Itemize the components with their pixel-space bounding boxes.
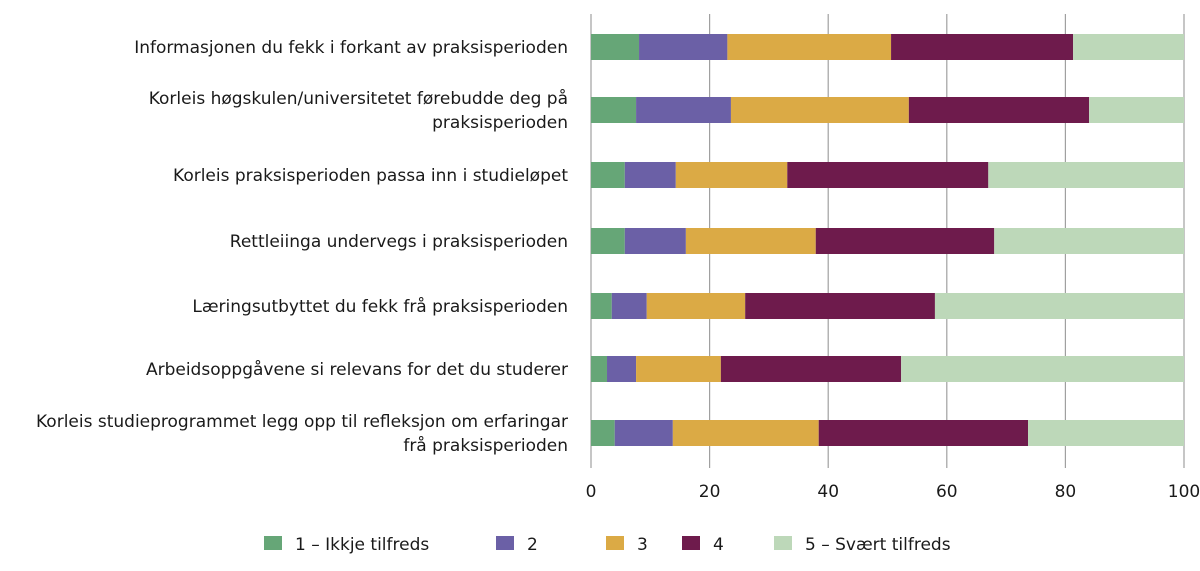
bar-segment bbox=[818, 420, 1029, 446]
legend-label: 4 bbox=[713, 535, 724, 555]
bar-segment bbox=[787, 162, 989, 188]
bar-segment bbox=[988, 162, 1184, 188]
legend-swatch bbox=[774, 536, 792, 550]
bar-segment bbox=[591, 162, 625, 188]
x-tick-label: 0 bbox=[586, 482, 597, 502]
bar-segment bbox=[730, 97, 909, 123]
legend-swatch bbox=[682, 536, 700, 550]
bar-segment bbox=[901, 356, 1184, 382]
bar-segment bbox=[636, 97, 731, 123]
legend-swatch bbox=[606, 536, 624, 550]
bar-segment bbox=[611, 293, 647, 319]
bar-segment bbox=[994, 228, 1184, 254]
bar-segment bbox=[685, 228, 816, 254]
bar-segment bbox=[934, 293, 1184, 319]
category-label: frå praksisperioden bbox=[403, 435, 568, 456]
legend-label: 5 – Svært tilfreds bbox=[805, 535, 951, 555]
legend-label: 1 – Ikkje tilfreds bbox=[295, 535, 429, 555]
x-tick-label: 40 bbox=[817, 482, 839, 502]
bar-segment bbox=[675, 162, 788, 188]
bar-segment bbox=[646, 293, 746, 319]
bar-segment bbox=[591, 97, 637, 123]
category-label: Korleis høgskulen/universitetet førebudd… bbox=[149, 88, 568, 109]
legend-label: 3 bbox=[637, 535, 648, 555]
bar-segment bbox=[624, 228, 686, 254]
bar-segment bbox=[1028, 420, 1184, 446]
bar-segment bbox=[591, 356, 608, 382]
category-label: Informasjonen du fekk i forkant av praks… bbox=[134, 38, 568, 58]
bar-segment bbox=[624, 162, 676, 188]
category-label: Arbeidsoppgåvene si relevans for det du … bbox=[146, 359, 568, 380]
x-tick-label: 80 bbox=[1055, 482, 1077, 502]
bar-segment bbox=[908, 97, 1090, 123]
category-label: Korleis studieprogrammet legg opp til re… bbox=[36, 412, 568, 432]
x-tick-label: 100 bbox=[1168, 482, 1200, 502]
legend-swatch bbox=[496, 536, 514, 550]
bar-segment bbox=[636, 356, 721, 382]
bar-segment bbox=[891, 34, 1074, 60]
bar-segment bbox=[639, 34, 728, 60]
legend-swatch bbox=[264, 536, 282, 550]
bar-segment bbox=[607, 356, 637, 382]
bar-segment bbox=[815, 228, 995, 254]
bar-segment bbox=[591, 228, 625, 254]
bar-segment bbox=[720, 356, 902, 382]
bar-segment bbox=[614, 420, 673, 446]
legend-label: 2 bbox=[527, 535, 538, 555]
category-label: praksisperioden bbox=[432, 113, 568, 133]
bar-segment bbox=[745, 293, 935, 319]
category-label: Rettleiinga undervegs i praksisperioden bbox=[230, 232, 568, 252]
bar-segment bbox=[727, 34, 892, 60]
bar-segment bbox=[1089, 97, 1184, 123]
x-tick-label: 60 bbox=[936, 482, 958, 502]
bar-segment bbox=[591, 34, 640, 60]
category-label: Læringsutbyttet du fekk frå praksisperio… bbox=[192, 296, 568, 317]
bar-segment bbox=[672, 420, 819, 446]
x-tick-label: 20 bbox=[699, 482, 721, 502]
category-label: Korleis praksisperioden passa inn i stud… bbox=[173, 166, 568, 186]
bar-segment bbox=[1073, 34, 1184, 60]
bar-segment bbox=[591, 420, 615, 446]
bar-segment bbox=[591, 293, 612, 319]
